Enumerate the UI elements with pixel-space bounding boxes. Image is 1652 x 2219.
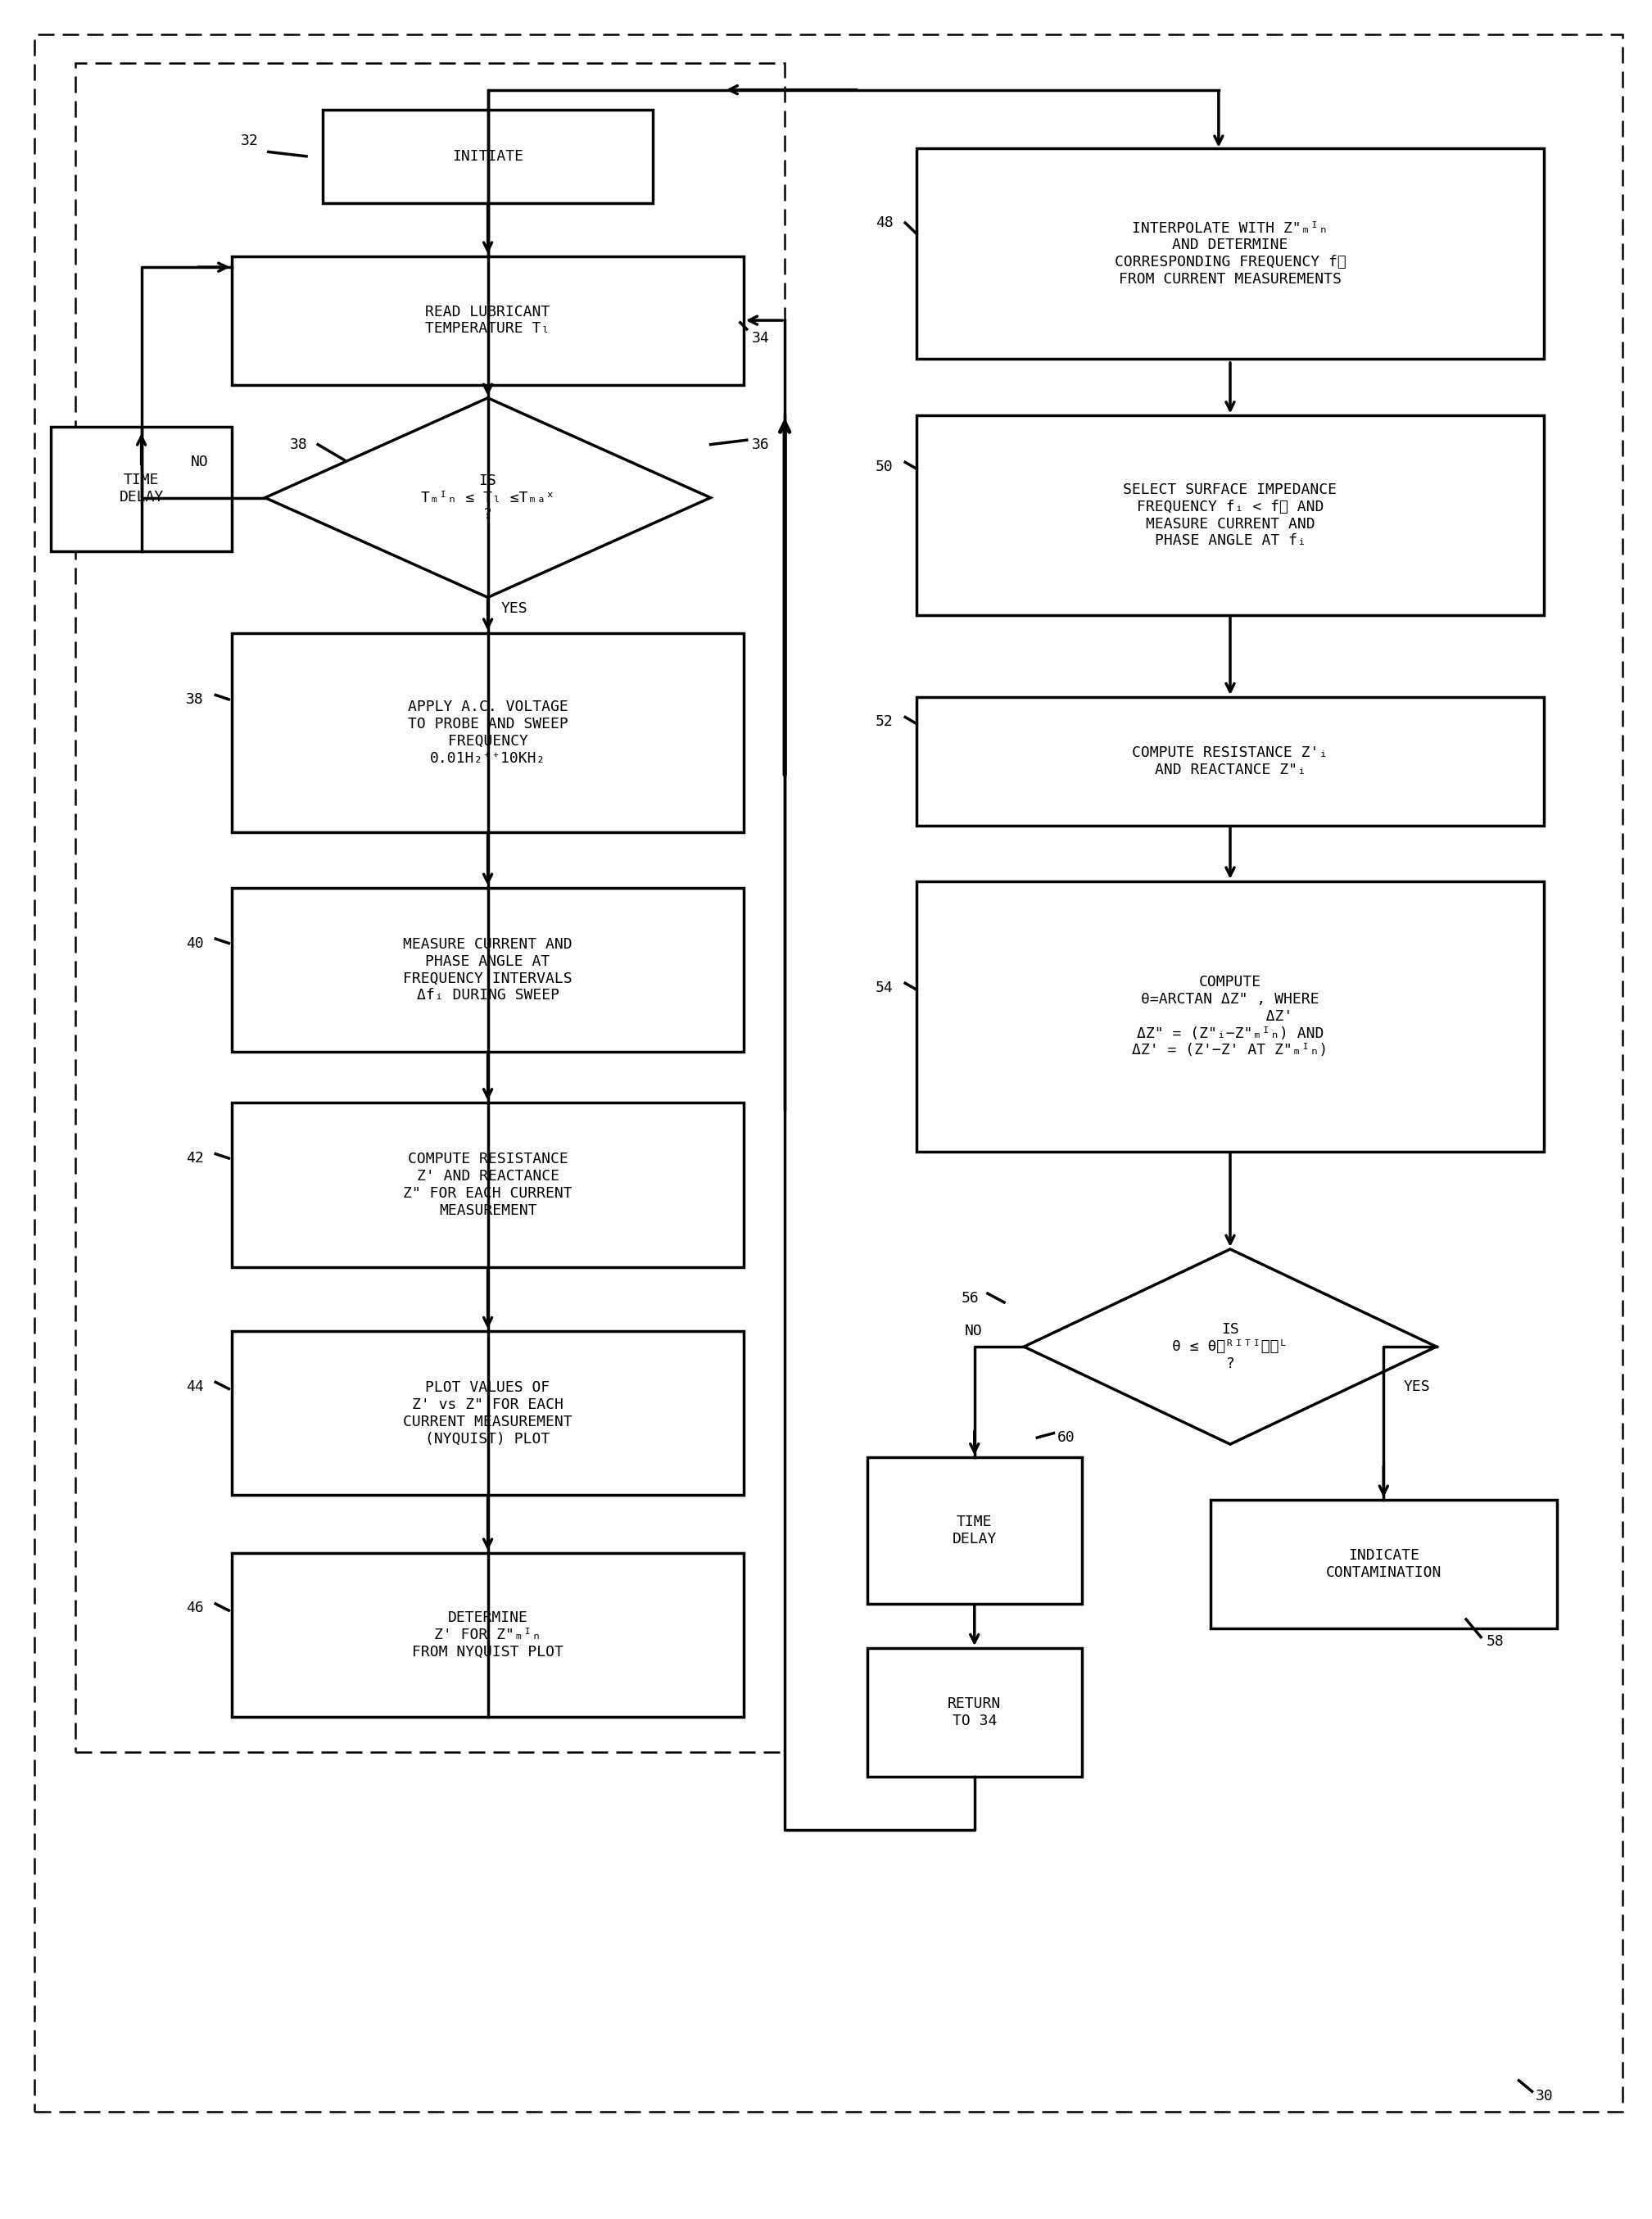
Text: IS
θ ≤ θᴄᴿᴵᵀᴵᴄᴀᴸ
?: IS θ ≤ θᴄᴿᴵᵀᴵᴄᴀᴸ ?	[1173, 1323, 1289, 1371]
Text: 40: 40	[187, 936, 203, 950]
Text: 44: 44	[187, 1380, 203, 1394]
Text: 38: 38	[187, 692, 203, 708]
FancyBboxPatch shape	[76, 62, 785, 1753]
Text: 36: 36	[752, 437, 770, 453]
FancyBboxPatch shape	[867, 1649, 1082, 1777]
FancyBboxPatch shape	[35, 33, 1622, 2112]
FancyBboxPatch shape	[322, 109, 653, 202]
Text: 52: 52	[876, 715, 894, 730]
Text: PLOT VALUES OF
Z' vs Z" FOR EACH
CURRENT MEASUREMENT
(NYQUIST) PLOT: PLOT VALUES OF Z' vs Z" FOR EACH CURRENT…	[403, 1380, 573, 1447]
FancyBboxPatch shape	[917, 415, 1543, 615]
Text: TIME
DELAY: TIME DELAY	[119, 473, 164, 504]
Text: 56: 56	[961, 1291, 980, 1305]
Text: COMPUTE RESISTANCE Z'ᵢ
AND REACTANCE Z"ᵢ: COMPUTE RESISTANCE Z'ᵢ AND REACTANCE Z"ᵢ	[1132, 746, 1328, 777]
Polygon shape	[264, 397, 710, 597]
Text: 58: 58	[1485, 1633, 1503, 1649]
FancyBboxPatch shape	[917, 149, 1543, 359]
Polygon shape	[1024, 1249, 1436, 1445]
Text: DETERMINE
Z' FOR Z"ₘᴵₙ
FROM NYQUIST PLOT: DETERMINE Z' FOR Z"ₘᴵₙ FROM NYQUIST PLOT	[411, 1611, 563, 1660]
Text: 50: 50	[876, 459, 894, 475]
Text: TIME
DELAY: TIME DELAY	[952, 1516, 996, 1547]
Text: NO: NO	[965, 1325, 983, 1338]
Text: INTERPOLATE WITH Z"ₘᴵₙ
AND DETERMINE
CORRESPONDING FREQUENCY fᴄ
FROM CURRENT MEA: INTERPOLATE WITH Z"ₘᴵₙ AND DETERMINE COR…	[1115, 222, 1346, 286]
FancyBboxPatch shape	[231, 632, 743, 832]
Text: 30: 30	[1535, 2088, 1553, 2104]
Text: INITIATE: INITIATE	[453, 149, 524, 164]
FancyBboxPatch shape	[231, 1331, 743, 1496]
Text: COMPUTE RESISTANCE
Z' AND REACTANCE
Z" FOR EACH CURRENT
MEASUREMENT: COMPUTE RESISTANCE Z' AND REACTANCE Z" F…	[403, 1152, 573, 1218]
Text: MEASURE CURRENT AND
PHASE ANGLE AT
FREQUENCY INTERVALS
Δfᵢ DURING SWEEP: MEASURE CURRENT AND PHASE ANGLE AT FREQU…	[403, 936, 573, 1003]
Text: RETURN
TO 34: RETURN TO 34	[948, 1698, 1001, 1729]
Text: APPLY A.C. VOLTAGE
TO PROBE AND SWEEP
FREQUENCY
0.01H₂⁺⁺10KH₂: APPLY A.C. VOLTAGE TO PROBE AND SWEEP FR…	[408, 699, 568, 766]
Text: YES: YES	[1404, 1380, 1431, 1394]
FancyBboxPatch shape	[917, 697, 1543, 825]
Text: YES: YES	[501, 601, 527, 617]
Text: SELECT SURFACE IMPEDANCE
FREQUENCY fᵢ < fᴄ AND
MEASURE CURRENT AND
PHASE ANGLE A: SELECT SURFACE IMPEDANCE FREQUENCY fᵢ < …	[1123, 482, 1336, 548]
Text: COMPUTE
θ=ARCTAN ΔZ" , WHERE
           ΔZ'
ΔZ" = (Z"ᵢ−Z"ₘᴵₙ) AND
ΔZ' = (Z'−Z' A: COMPUTE θ=ARCTAN ΔZ" , WHERE ΔZ' ΔZ" = (…	[1132, 974, 1328, 1058]
Text: IS
Tₘᴵₙ ≤ Tₗ ≤Tₘₐˣ
?: IS Tₘᴵₙ ≤ Tₗ ≤Tₘₐˣ ?	[421, 473, 555, 521]
Text: 32: 32	[240, 133, 258, 149]
Text: 54: 54	[876, 981, 894, 994]
FancyBboxPatch shape	[51, 426, 231, 550]
FancyBboxPatch shape	[867, 1458, 1082, 1604]
FancyBboxPatch shape	[231, 255, 743, 384]
FancyBboxPatch shape	[917, 881, 1543, 1152]
Text: READ LUBRICANT
TEMPERATURE Tₗ: READ LUBRICANT TEMPERATURE Tₗ	[426, 304, 550, 337]
Text: NO: NO	[192, 455, 208, 470]
FancyBboxPatch shape	[231, 888, 743, 1052]
Text: INDICATE
CONTAMINATION: INDICATE CONTAMINATION	[1325, 1549, 1442, 1580]
Text: 38: 38	[289, 437, 307, 453]
FancyBboxPatch shape	[1211, 1500, 1556, 1629]
Text: 42: 42	[187, 1152, 203, 1165]
Text: 46: 46	[187, 1600, 203, 1615]
FancyBboxPatch shape	[231, 1553, 743, 1718]
Text: 48: 48	[876, 215, 894, 231]
Text: 60: 60	[1057, 1431, 1075, 1445]
Text: 34: 34	[752, 331, 770, 346]
FancyBboxPatch shape	[231, 1103, 743, 1267]
